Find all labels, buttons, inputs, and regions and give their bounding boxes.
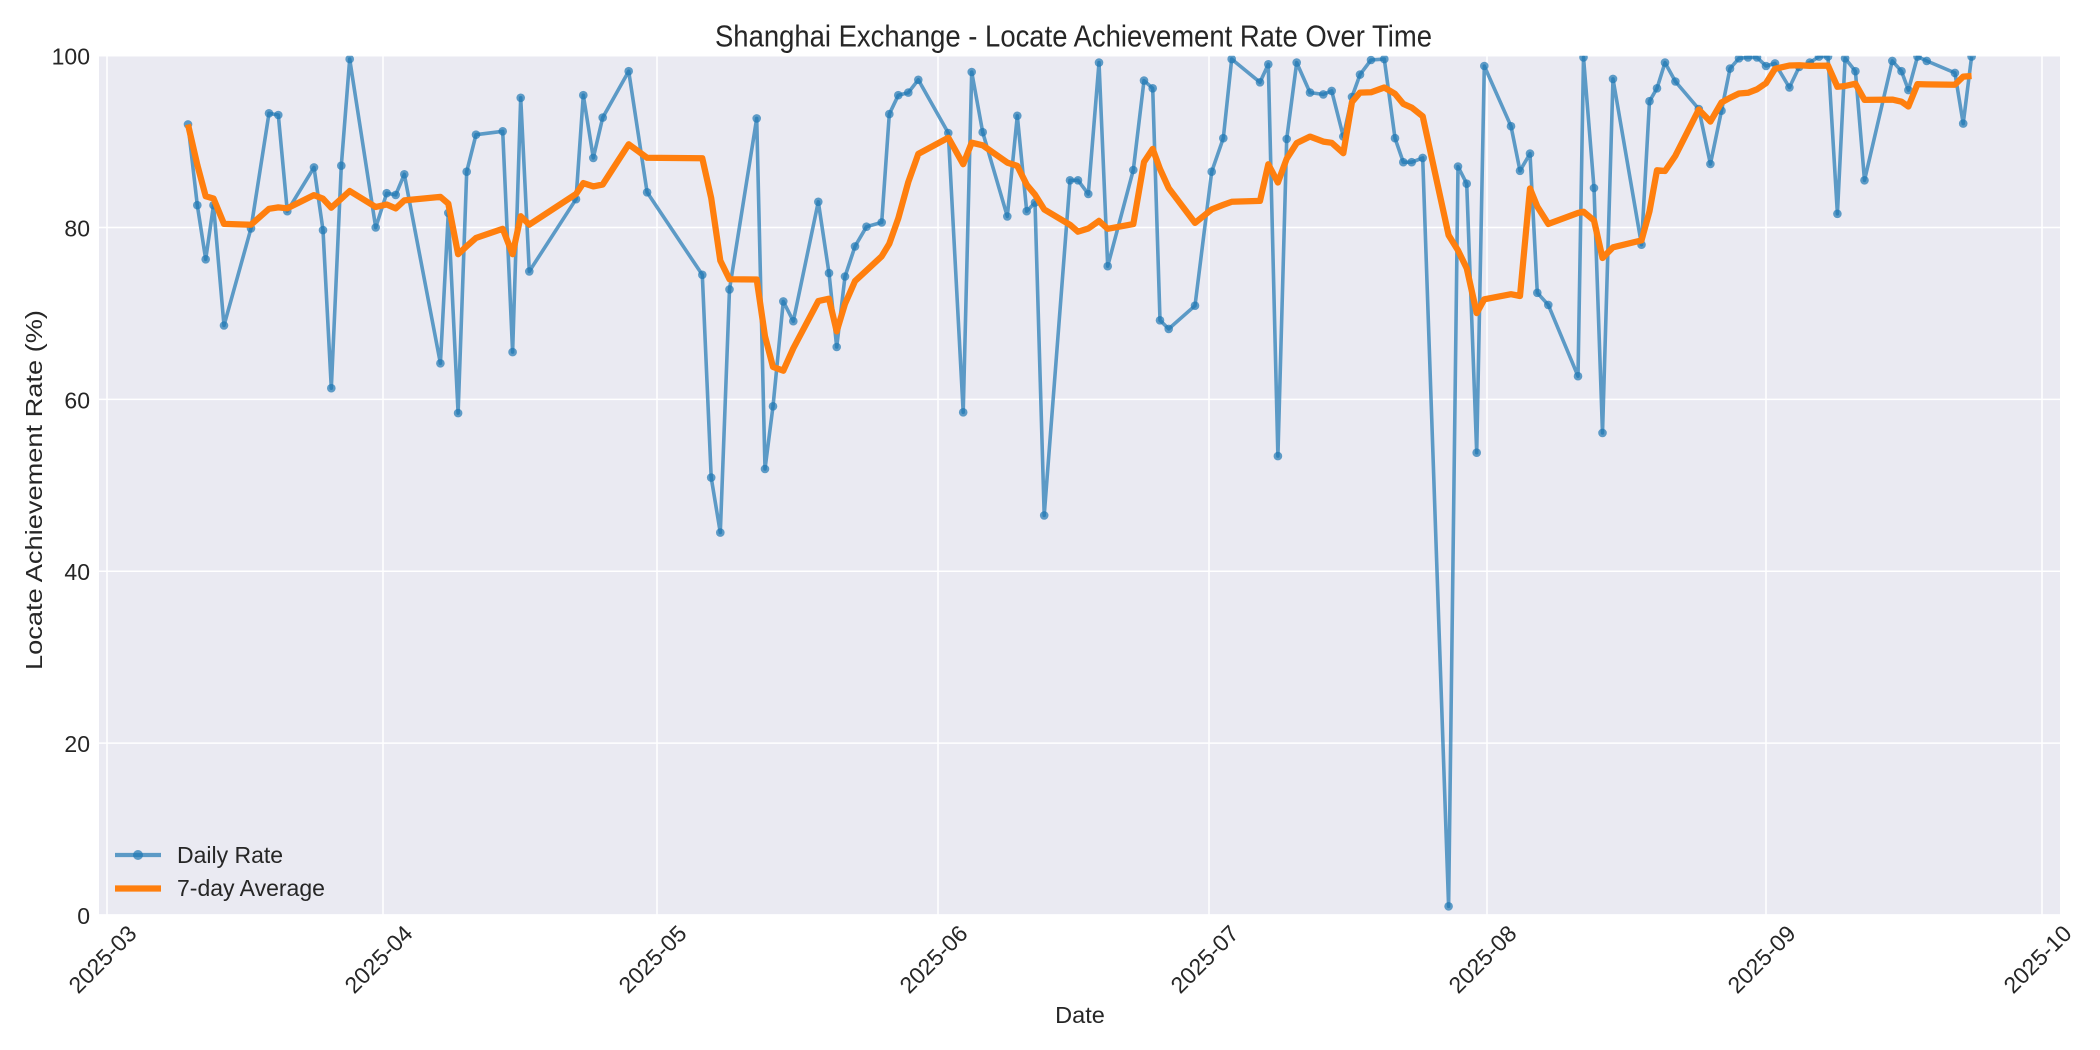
svg-text:Date: Date	[1055, 1002, 1105, 1028]
svg-text:Shanghai Exchange - Locate Ach: Shanghai Exchange - Locate Achievement R…	[715, 19, 1432, 54]
svg-text:100: 100	[52, 44, 90, 70]
svg-text:Daily Rate: Daily Rate	[177, 842, 283, 868]
svg-text:80: 80	[64, 216, 90, 242]
svg-text:Locate Achievement Rate (%): Locate Achievement Rate (%)	[21, 310, 47, 670]
svg-text:7-day Average: 7-day Average	[177, 875, 325, 901]
svg-text:20: 20	[64, 731, 90, 757]
svg-text:0: 0	[77, 903, 90, 929]
svg-text:60: 60	[64, 387, 90, 413]
svg-text:40: 40	[64, 559, 90, 585]
